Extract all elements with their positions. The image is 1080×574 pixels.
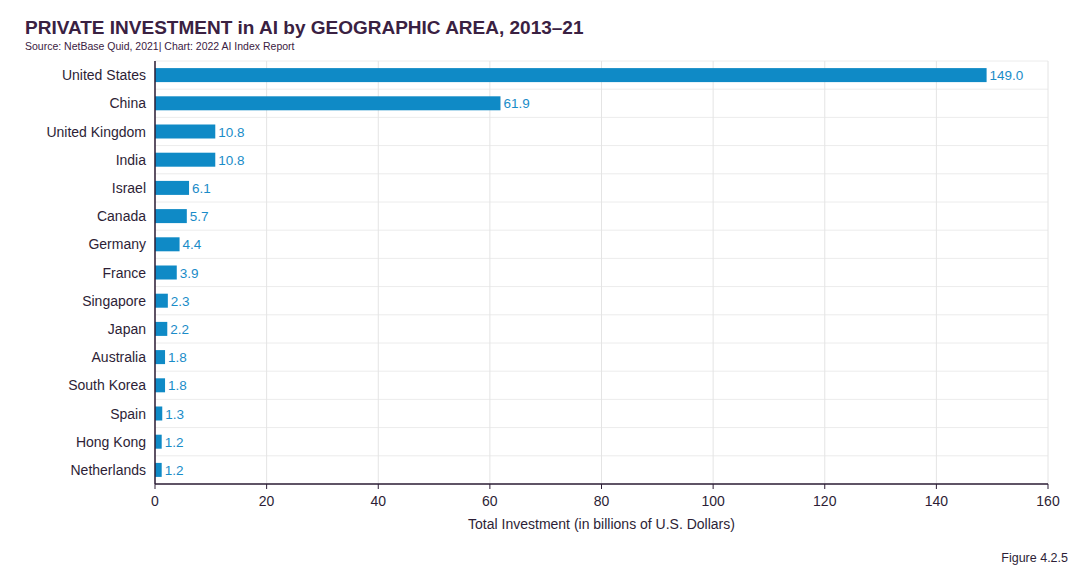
title: PRIVATE INVESTMENT in AI by GEOGRAPHIC A… <box>25 17 584 38</box>
category-label: China <box>109 95 146 111</box>
data-label: 1.2 <box>165 435 184 450</box>
category-label: Singapore <box>82 293 146 309</box>
grid-line <box>155 61 156 484</box>
bars <box>155 68 987 477</box>
grid-line <box>489 61 490 484</box>
category-label: India <box>116 152 147 168</box>
category-label: Japan <box>108 321 146 337</box>
grid-line <box>936 61 937 484</box>
data-label: 1.2 <box>165 463 184 478</box>
category-label: France <box>102 265 146 281</box>
data-label: 6.1 <box>192 181 211 196</box>
annotation: Figure 4.2.5 <box>1001 551 1068 565</box>
tick-label: 160 <box>1036 493 1060 509</box>
grid-line <box>378 61 379 484</box>
tick-label: 140 <box>925 493 949 509</box>
row-lines <box>155 61 1048 484</box>
category-label: Netherlands <box>71 462 147 478</box>
category-label: Australia <box>92 349 147 365</box>
data-label: 5.7 <box>190 209 209 224</box>
bar <box>155 407 162 421</box>
category-label: United States <box>62 67 146 83</box>
grid-line <box>266 61 267 484</box>
bar <box>155 125 215 139</box>
grid-line <box>1048 61 1049 484</box>
grid-line <box>601 61 602 484</box>
category-label: United Kingdom <box>46 124 146 140</box>
grid-line <box>713 61 714 484</box>
bar <box>155 96 500 110</box>
category-label: Canada <box>97 208 146 224</box>
data-label: 1.8 <box>168 378 187 393</box>
tick-label: 100 <box>701 493 725 509</box>
tick-label: 80 <box>594 493 610 509</box>
bar <box>155 153 215 167</box>
row-separator <box>155 484 1048 485</box>
data-label: 1.3 <box>165 407 184 422</box>
data-label: 149.0 <box>990 68 1024 83</box>
bar <box>155 350 165 364</box>
data-label: 4.4 <box>183 237 202 252</box>
bar <box>155 322 167 336</box>
grid-line <box>824 61 825 484</box>
chart-svg: PRIVATE INVESTMENT in AI by GEOGRAPHIC A… <box>0 0 1080 574</box>
bar <box>155 463 162 477</box>
tick-label: 20 <box>259 493 275 509</box>
data-label: 1.8 <box>168 350 187 365</box>
data-label: 10.8 <box>218 125 244 140</box>
tick-label: 40 <box>370 493 386 509</box>
category-label: Germany <box>88 236 146 252</box>
tick-label: 0 <box>151 493 159 509</box>
data-label: 10.8 <box>218 153 244 168</box>
bar <box>155 181 189 195</box>
subtitle: Source: NetBase Quid, 2021| Chart: 2022 … <box>25 40 295 52</box>
data-label: 2.3 <box>171 294 190 309</box>
y-axis-line <box>154 61 156 484</box>
bar <box>155 294 168 308</box>
x-axis-label: Total Investment (in billions of U.S. Do… <box>468 516 735 532</box>
data-label: 2.2 <box>170 322 189 337</box>
category-label: Israel <box>112 180 146 196</box>
bar <box>155 237 180 251</box>
category-label: Spain <box>110 406 146 422</box>
bar <box>155 266 177 280</box>
data-label: 61.9 <box>503 96 529 111</box>
category-label: South Korea <box>68 377 146 393</box>
bar <box>155 209 187 223</box>
category-label: Hong Kong <box>76 434 146 450</box>
tick-label: 120 <box>813 493 837 509</box>
bar <box>155 378 165 392</box>
tick-label: 60 <box>482 493 498 509</box>
chart-container: PRIVATE INVESTMENT in AI by GEOGRAPHIC A… <box>0 0 1080 574</box>
x-axis-line <box>155 483 1048 485</box>
data-label: 3.9 <box>180 266 199 281</box>
grid <box>155 61 1048 489</box>
bar <box>155 68 987 82</box>
bar <box>155 435 162 449</box>
